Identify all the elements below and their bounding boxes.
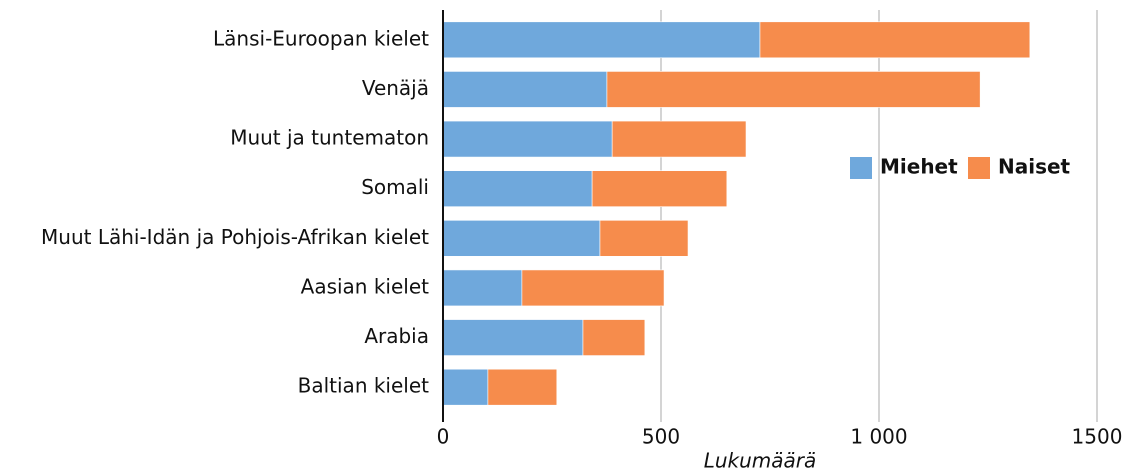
legend-swatch xyxy=(850,157,872,179)
legend-swatch xyxy=(968,157,990,179)
x-tick-label: 500 xyxy=(642,425,680,449)
bar-segment xyxy=(442,368,489,406)
x-tick-label: 1 000 xyxy=(850,425,907,449)
legend-label: Naiset xyxy=(998,155,1071,179)
bar-segment xyxy=(442,71,608,108)
bar-segment xyxy=(599,220,689,257)
bar-segment xyxy=(442,269,523,307)
bar-segment xyxy=(521,269,665,307)
x-axis-label: Lukumäärä xyxy=(704,449,817,473)
legend-label: Miehet xyxy=(880,155,958,179)
bar-segment xyxy=(606,71,981,108)
bar-segment xyxy=(582,319,646,356)
x-tick-label: 0 xyxy=(437,425,450,449)
bar-segment xyxy=(442,170,593,207)
bar-segment xyxy=(442,220,601,257)
y-tick-label: Muut Lähi-Idän ja Pohjois-Afrikan kielet xyxy=(41,225,429,249)
y-tick-label: Somali xyxy=(361,175,429,199)
y-tick-label: Arabia xyxy=(364,324,429,348)
bar-segment xyxy=(442,319,584,356)
y-tick-label: Länsi-Euroopan kielet xyxy=(213,26,429,50)
y-tick-label: Aasian kielet xyxy=(301,274,430,298)
x-tick-label: 1500 xyxy=(1072,425,1123,449)
bar-segment xyxy=(442,21,761,59)
y-tick-label: Muut ja tuntematon xyxy=(230,126,429,150)
y-tick-label: Venäjä xyxy=(362,76,429,100)
bar-segment xyxy=(442,120,613,158)
bar-segment xyxy=(611,120,747,158)
y-tick-label: Baltian kielet xyxy=(298,374,430,398)
bar-segment xyxy=(591,170,728,207)
bar-segment xyxy=(487,368,558,406)
bar-segment xyxy=(759,21,1031,59)
